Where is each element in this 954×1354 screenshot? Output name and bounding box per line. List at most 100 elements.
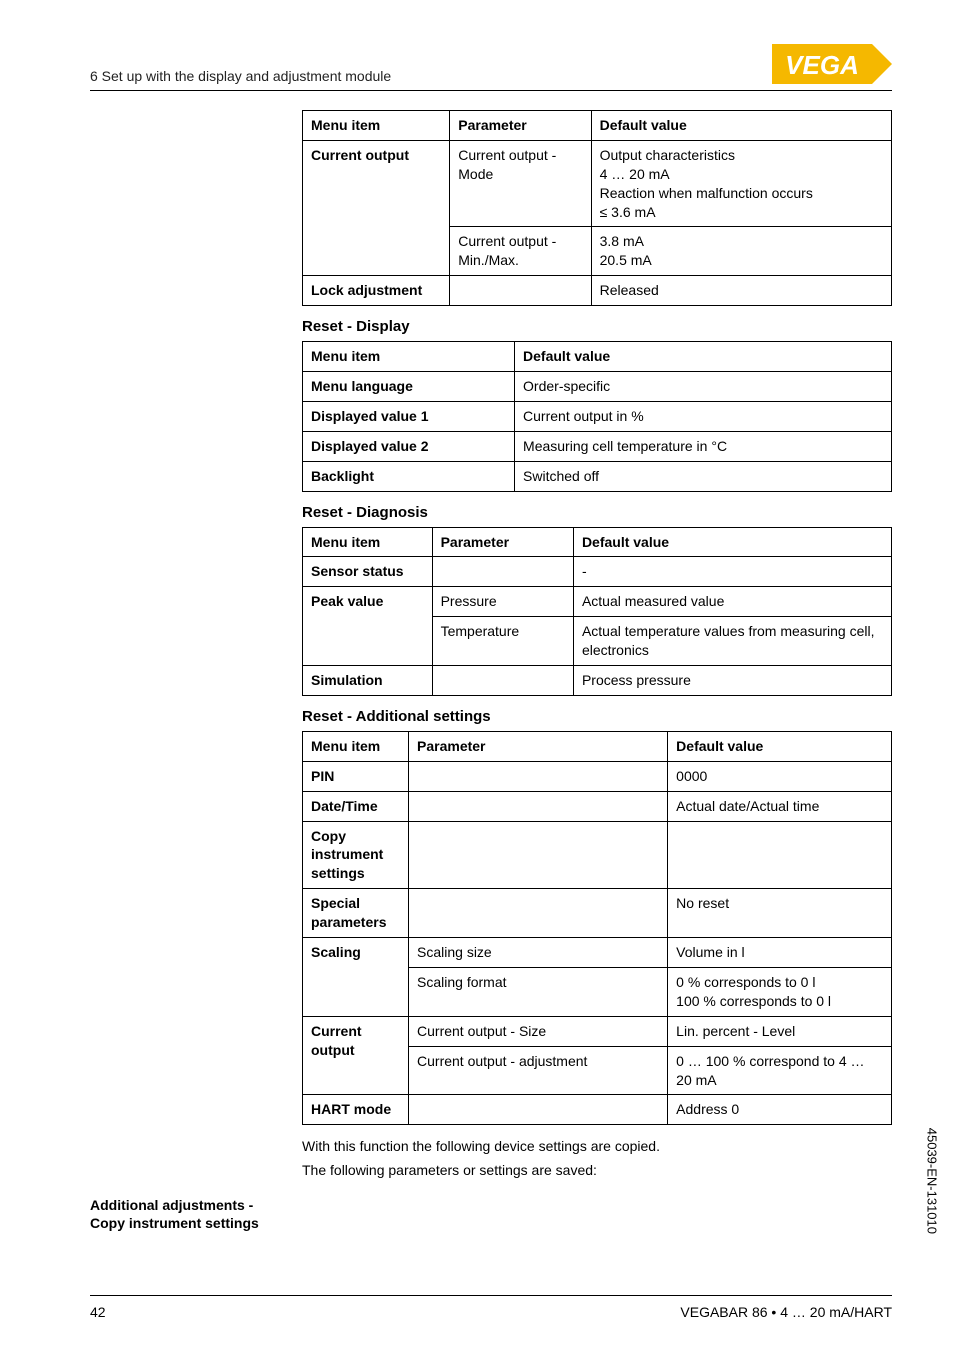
cell-param [409, 1095, 668, 1125]
table-row: Sensor status - [303, 557, 892, 587]
cell-param: Scaling format [409, 967, 668, 1016]
col-menu: Menu item [303, 111, 450, 141]
table-header-row: Menu item Default value [303, 342, 892, 372]
cell-def: Volume in l [668, 938, 892, 968]
col-param: Parameter [450, 111, 591, 141]
cell-menu: Current output [303, 140, 450, 275]
heading-reset-additional: Reset - Additional settings [302, 708, 892, 725]
cell-def: No reset [668, 889, 892, 938]
cell-def: Actual temperature values from measuring… [573, 617, 891, 666]
table-header-row: Menu item Parameter Default value [303, 527, 892, 557]
col-def: Default value [591, 111, 891, 141]
table-row: Simulation Process pressure [303, 666, 892, 696]
cell-menu: Displayed value 2 [303, 431, 515, 461]
table-row: Displayed value 2 Measuring cell tempera… [303, 431, 892, 461]
cell-def: Current output in % [515, 401, 892, 431]
cell-menu: Simulation [303, 666, 433, 696]
cell-menu: HART mode [303, 1095, 409, 1125]
cell-menu: Lock adjustment [303, 276, 450, 306]
cell-menu: PIN [303, 761, 409, 791]
table-row: Date/Time Actual date/Actual time [303, 791, 892, 821]
cell-menu: Date/Time [303, 791, 409, 821]
table-row: Scaling Scaling size Volume in l [303, 938, 892, 968]
cell-def: Process pressure [573, 666, 891, 696]
cell-def: Released [591, 276, 891, 306]
cell-param [409, 791, 668, 821]
col-def: Default value [515, 342, 892, 372]
cell-def: Lin. percent - Level [668, 1016, 892, 1046]
cell-menu: Peak value [303, 587, 433, 666]
cell-menu: Displayed value 1 [303, 401, 515, 431]
cell-def: Address 0 [668, 1095, 892, 1125]
table-reset-diagnosis: Menu item Parameter Default value Sensor… [302, 527, 892, 696]
svg-text:VEGA: VEGA [785, 50, 859, 80]
table-reset-additional: Menu item Parameter Default value PIN 00… [302, 731, 892, 1125]
table-row: PIN 0000 [303, 761, 892, 791]
cell-menu: Current output [303, 1016, 409, 1095]
cell-param: Scaling size [409, 938, 668, 968]
header-rule [90, 90, 892, 91]
cell-param: Pressure [432, 587, 573, 617]
cell-param [409, 821, 668, 889]
cell-def: Measuring cell temperature in °C [515, 431, 892, 461]
cell-param [409, 889, 668, 938]
cell-def: 0 % corresponds to 0 l 100 % corresponds… [668, 967, 892, 1016]
col-menu: Menu item [303, 342, 515, 372]
table-row: Special parameters No reset [303, 889, 892, 938]
header-text: 6 Set up with the display and adjustment… [90, 68, 391, 84]
table-row: Lock adjustment Released [303, 276, 892, 306]
cell-def: Actual measured value [573, 587, 891, 617]
footer-rule [90, 1295, 892, 1296]
table-header-row: Menu item Parameter Default value [303, 731, 892, 761]
cell-def: - [573, 557, 891, 587]
col-menu: Menu item [303, 527, 433, 557]
vega-logo: VEGA [772, 44, 892, 89]
cell-def: Switched off [515, 461, 892, 491]
body-text-1: With this function the following device … [302, 1137, 892, 1157]
cell-param [432, 557, 573, 587]
cell-def: 0000 [668, 761, 892, 791]
table-row: Menu language Order-specific [303, 372, 892, 402]
document-id: 45039-EN-131010 [924, 1128, 939, 1234]
table-row: Copy instrument settings [303, 821, 892, 889]
table-reset-display: Menu item Default value Menu language Or… [302, 341, 892, 491]
cell-menu: Scaling [303, 938, 409, 1017]
footer-right-text: VEGABAR 86 • 4 … 20 mA/HART [680, 1304, 892, 1320]
col-def: Default value [668, 731, 892, 761]
cell-def: Actual date/Actual time [668, 791, 892, 821]
cell-def: 3.8 mA 20.5 mA [591, 227, 891, 276]
col-def: Default value [573, 527, 891, 557]
heading-reset-diagnosis: Reset - Diagnosis [302, 504, 892, 521]
cell-param: Current output - adjustment [409, 1046, 668, 1095]
cell-def: 0 … 100 % correspond to 4 … 20 mA [668, 1046, 892, 1095]
col-param: Parameter [432, 527, 573, 557]
cell-def: Output characteristics 4 … 20 mA Reactio… [591, 140, 891, 227]
table-row: Current output Current output - Size Lin… [303, 1016, 892, 1046]
cell-menu: Special parameters [303, 889, 409, 938]
table-header-row: Menu item Parameter Default value [303, 111, 892, 141]
cell-def [668, 821, 892, 889]
cell-menu: Menu language [303, 372, 515, 402]
cell-param [432, 666, 573, 696]
cell-param: Temperature [432, 617, 573, 666]
cell-menu: Backlight [303, 461, 515, 491]
heading-reset-display: Reset - Display [302, 318, 892, 335]
col-param: Parameter [409, 731, 668, 761]
footer-page-number: 42 [90, 1304, 106, 1320]
cell-menu: Sensor status [303, 557, 433, 587]
cell-param [450, 276, 591, 306]
table-row: HART mode Address 0 [303, 1095, 892, 1125]
table-row: Backlight Switched off [303, 461, 892, 491]
table-current-output: Menu item Parameter Default value Curren… [302, 110, 892, 306]
cell-menu: Copy instrument settings [303, 821, 409, 889]
table-row: Peak value Pressure Actual measured valu… [303, 587, 892, 617]
cell-param: Current output - Size [409, 1016, 668, 1046]
table-row: Displayed value 1 Current output in % [303, 401, 892, 431]
cell-param: Current output - Mode [450, 140, 591, 227]
cell-param [409, 761, 668, 791]
table-row: Current output Current output - Mode Out… [303, 140, 892, 227]
cell-def: Order-specific [515, 372, 892, 402]
sidebar-heading: Additional adjustments - Copy instrument… [90, 1196, 290, 1232]
col-menu: Menu item [303, 731, 409, 761]
body-text-2: The following parameters or settings are… [302, 1161, 892, 1181]
